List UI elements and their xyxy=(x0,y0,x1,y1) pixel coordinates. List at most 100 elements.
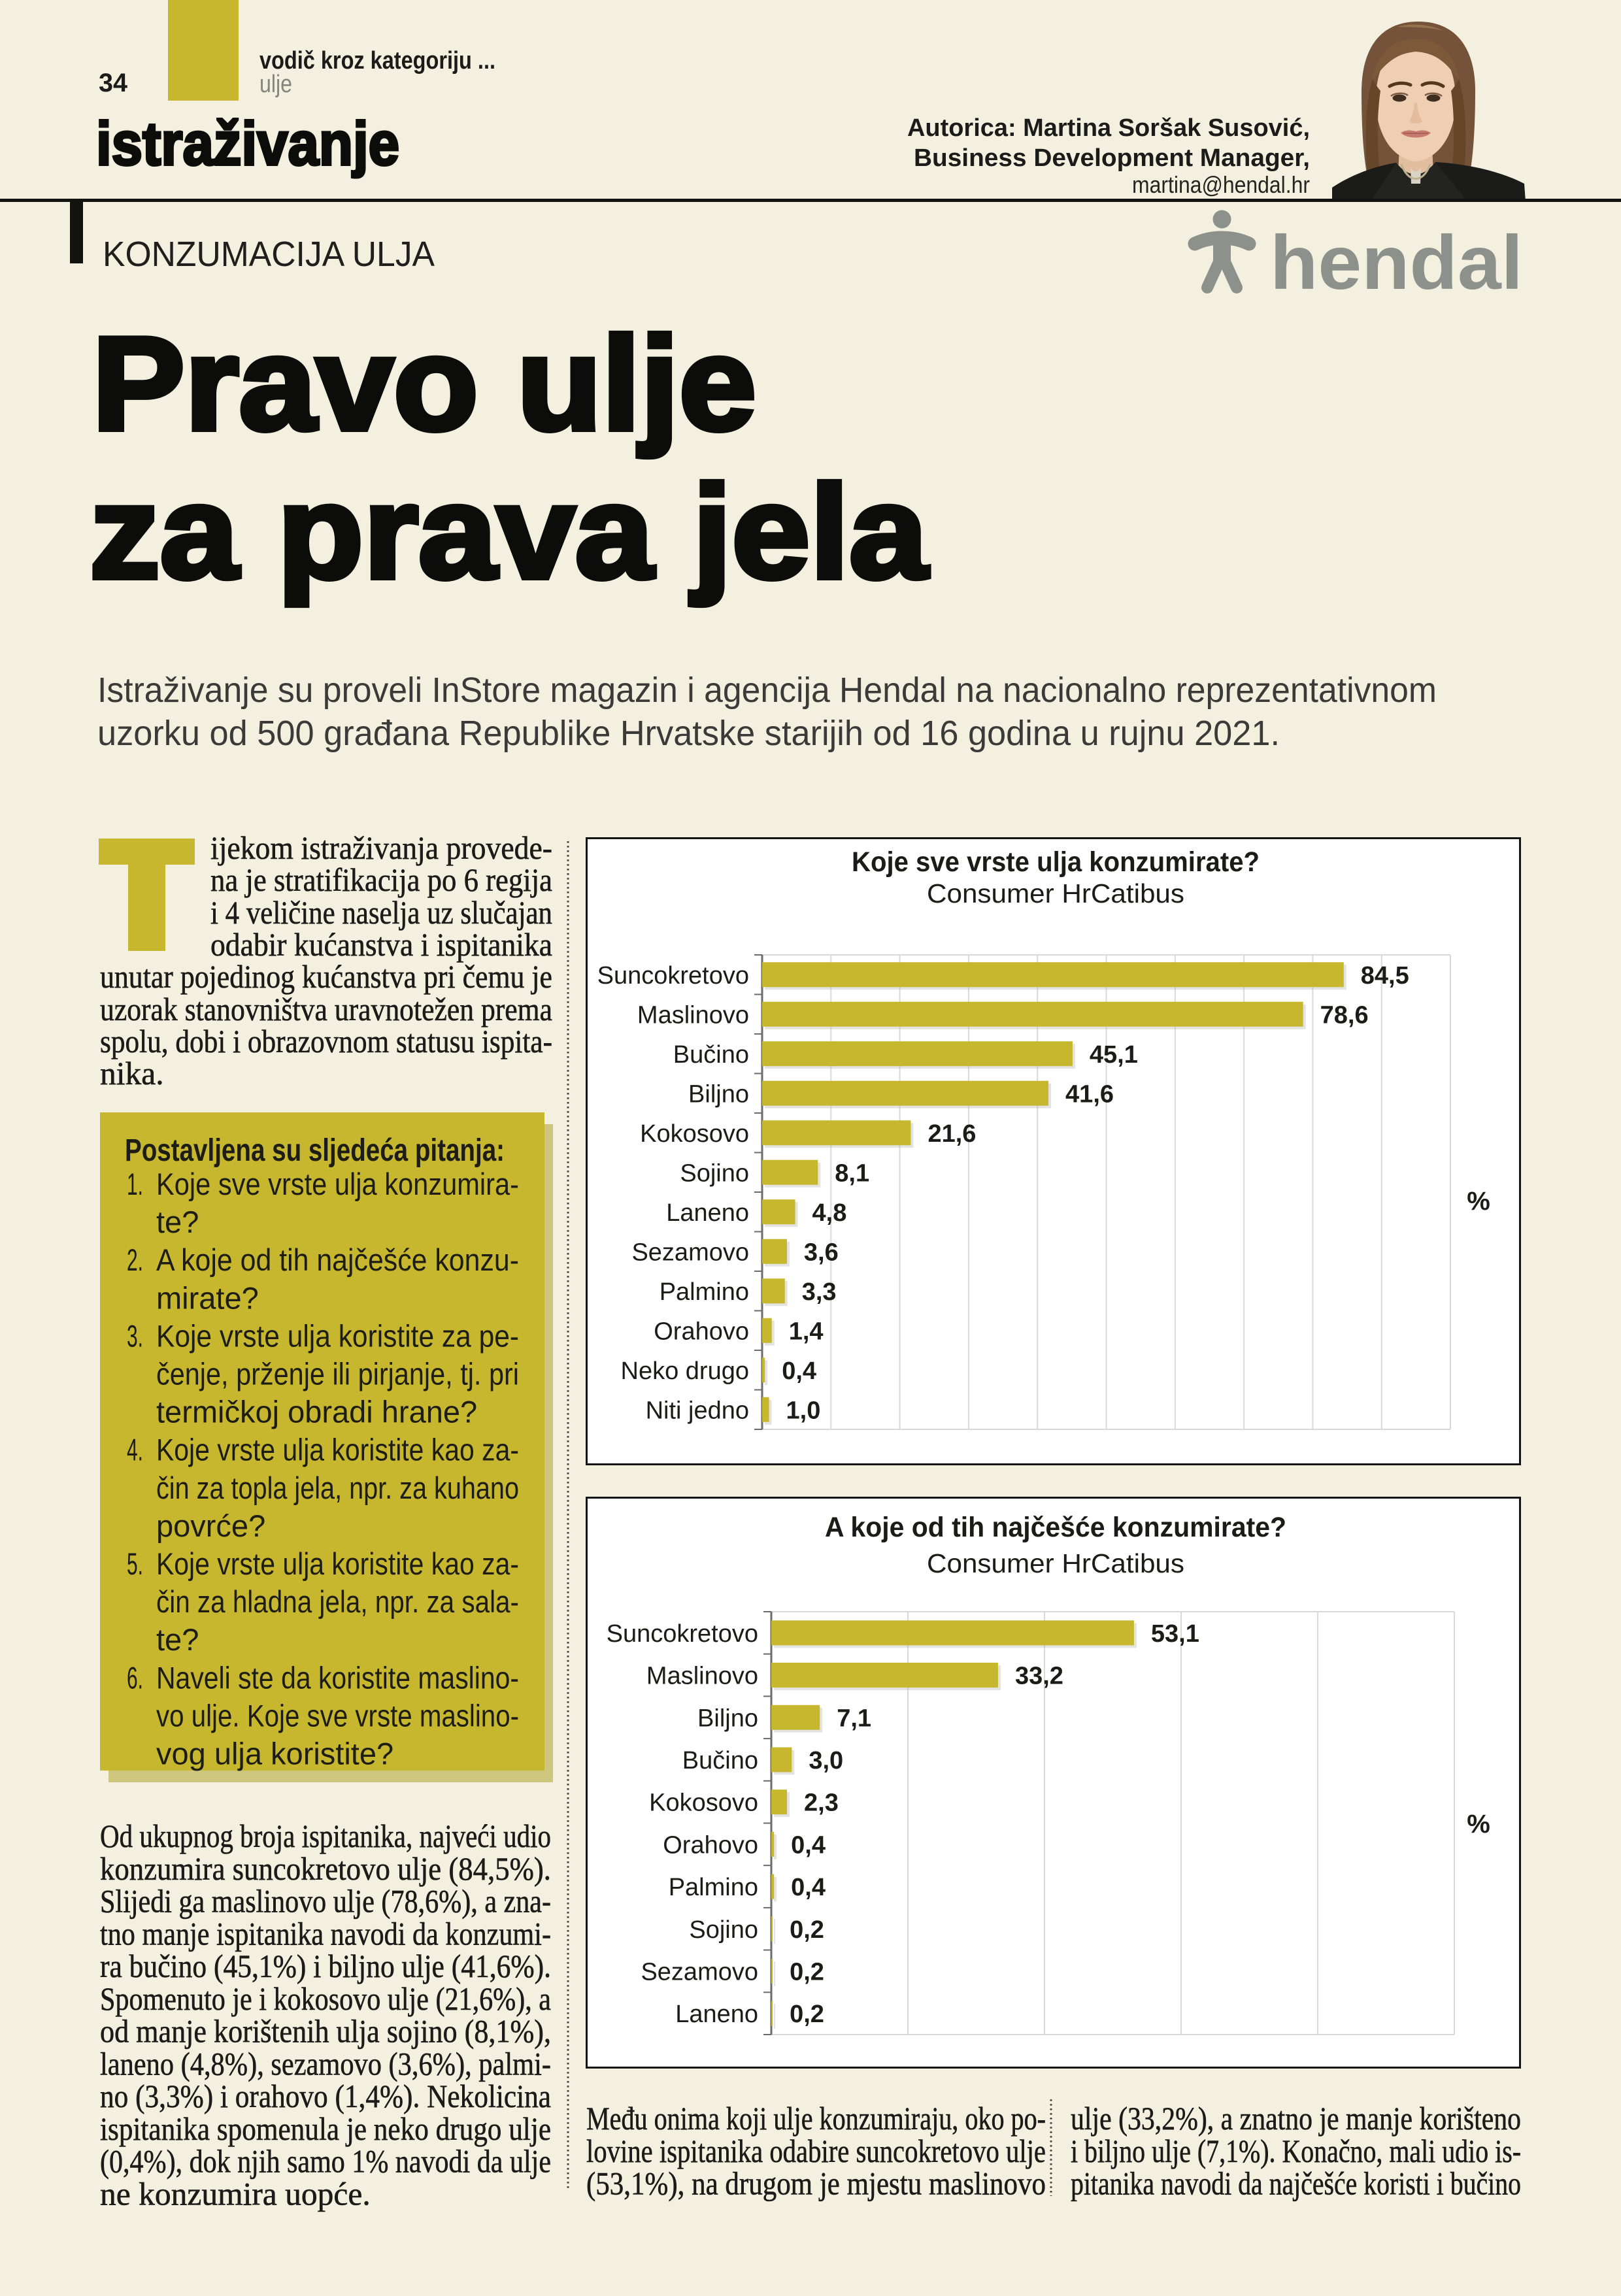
svg-text:Istraživanje su proveli InStor: Istraživanje su proveli InStore magazin … xyxy=(97,671,1437,710)
svg-text:%: % xyxy=(1467,1810,1490,1838)
svg-text:povrće?: povrće? xyxy=(156,1508,265,1543)
svg-text:3,0: 3,0 xyxy=(809,1747,843,1774)
svg-text:1.: 1. xyxy=(127,1167,143,1201)
svg-text:Kokosovo: Kokosovo xyxy=(649,1789,758,1817)
svg-text:za prava jela: za prava jela xyxy=(90,458,929,607)
svg-text:nika.: nika. xyxy=(100,1056,164,1091)
svg-text:mirate?: mirate? xyxy=(156,1280,259,1315)
svg-text:Consumer HrCatibus: Consumer HrCatibus xyxy=(927,1548,1184,1578)
svg-text:istraživanje: istraživanje xyxy=(96,109,399,178)
svg-text:Sezamovo: Sezamovo xyxy=(641,1958,758,1986)
svg-text:4,8: 4,8 xyxy=(812,1199,847,1227)
svg-text:i biljno ulje (7,1%). Konačno,: i biljno ulje (7,1%). Konačno, mali udio… xyxy=(1071,2133,1521,2169)
svg-text:Koje vrste ulja koristite za p: Koje vrste ulja koristite za pe- xyxy=(156,1318,519,1353)
svg-text:0,4: 0,4 xyxy=(791,1831,826,1859)
svg-text:odabir kućanstva i ispitanika: odabir kućanstva i ispitanika xyxy=(210,927,552,963)
svg-text:84,5: 84,5 xyxy=(1361,962,1409,990)
svg-text:A koje od tih najčešće konzu-: A koje od tih najčešće konzu- xyxy=(156,1242,519,1277)
svg-text:0,2: 0,2 xyxy=(790,1916,824,1944)
svg-text:Koje vrste ulja koristite kao: Koje vrste ulja koristite kao za- xyxy=(156,1546,519,1581)
svg-text:41,6: 41,6 xyxy=(1065,1080,1114,1108)
svg-text:33,2: 33,2 xyxy=(1015,1663,1063,1690)
svg-text:Suncokretovo: Suncokretovo xyxy=(597,962,749,990)
svg-text:Business Development Manager,: Business Development Manager, xyxy=(914,144,1310,172)
svg-text:ulje (33,2%), a znatno je manj: ulje (33,2%), a znatno je manje korišten… xyxy=(1071,2101,1521,2137)
svg-text:Sezamovo: Sezamovo xyxy=(631,1239,749,1266)
svg-text:0,4: 0,4 xyxy=(782,1357,816,1385)
svg-text:vo ulje. Koje sve vrste maslin: vo ulje. Koje sve vrste maslino- xyxy=(156,1698,519,1733)
svg-text:tno manje ispitanika navodi da: tno manje ispitanika navodi da konzumi- xyxy=(100,1916,551,1952)
svg-text:Maslinovo: Maslinovo xyxy=(637,1001,749,1029)
svg-text:53,1: 53,1 xyxy=(1151,1620,1199,1648)
svg-text:Consumer HrCatibus: Consumer HrCatibus xyxy=(927,878,1184,908)
svg-text:Biljno: Biljno xyxy=(688,1080,749,1108)
svg-text:8,1: 8,1 xyxy=(835,1159,869,1187)
svg-text:21,6: 21,6 xyxy=(927,1120,976,1148)
svg-text:Pravo ulje: Pravo ulje xyxy=(92,310,756,458)
svg-text:2,3: 2,3 xyxy=(804,1789,839,1817)
svg-text:Postavljena su sljedeća pitanj: Postavljena su sljedeća pitanja: xyxy=(125,1133,505,1168)
svg-text:Koje sve vrste ulja konzumira-: Koje sve vrste ulja konzumira- xyxy=(156,1167,519,1201)
svg-text:0,2: 0,2 xyxy=(790,1958,824,1986)
svg-text:Orahovo: Orahovo xyxy=(663,1831,758,1859)
svg-text:uzorku od 500 građana Republik: uzorku od 500 građana Republike Hrvatske… xyxy=(97,714,1280,753)
svg-text:Bučino: Bučino xyxy=(673,1041,749,1069)
svg-text:čenje, prženje ili pirjanje, t: čenje, prženje ili pirjanje, tj. pri xyxy=(156,1357,519,1391)
svg-text:Palmino: Palmino xyxy=(669,1874,758,1901)
svg-text:Palmino: Palmino xyxy=(660,1278,749,1306)
svg-text:Niti jedno: Niti jedno xyxy=(646,1397,749,1424)
svg-text:vodič kroz kategoriju ...: vodič kroz kategoriju ... xyxy=(259,47,495,75)
svg-text:2.: 2. xyxy=(127,1242,143,1277)
svg-text:pitanika navodi da najčešće ko: pitanika navodi da najčešće koristi i bu… xyxy=(1071,2166,1521,2202)
svg-text:Koje sve vrste ulja konzumirat: Koje sve vrste ulja konzumirate? xyxy=(852,846,1260,878)
svg-text:od manje korištenih ulja sojin: od manje korištenih ulja sojino (8,1%), xyxy=(100,2014,551,2050)
svg-text:34: 34 xyxy=(99,69,128,97)
svg-text:čin za topla jela, npr. za kuh: čin za topla jela, npr. za kuhano xyxy=(156,1471,519,1505)
svg-text:termičkoj obradi hrane?: termičkoj obradi hrane? xyxy=(156,1395,477,1429)
svg-text:7,1: 7,1 xyxy=(837,1705,871,1732)
svg-text:6.: 6. xyxy=(127,1660,143,1695)
svg-text:45,1: 45,1 xyxy=(1090,1041,1138,1069)
svg-text:na je stratifikacija po 6 regi: na je stratifikacija po 6 regija xyxy=(210,862,552,898)
svg-text:(0,4%), dok njih samo 1% navod: (0,4%), dok njih samo 1% navodi da ulje xyxy=(100,2144,551,2180)
svg-text:Autorica: Martina Soršak Susov: Autorica: Martina Soršak Susović, xyxy=(907,114,1310,142)
svg-text:Neko drugo: Neko drugo xyxy=(621,1357,749,1385)
svg-text:(53,1%), na drugom je mjestu m: (53,1%), na drugom je mjestu maslinovo xyxy=(586,2166,1046,2202)
svg-text:te?: te? xyxy=(156,1622,199,1657)
svg-text:3,6: 3,6 xyxy=(804,1239,839,1266)
svg-text:3,3: 3,3 xyxy=(802,1278,837,1306)
svg-text:3.: 3. xyxy=(127,1318,143,1353)
svg-text:Laneno: Laneno xyxy=(666,1199,749,1227)
svg-text:Sojino: Sojino xyxy=(680,1159,749,1187)
svg-text:ne konzumira uopće.: ne konzumira uopće. xyxy=(100,2176,371,2212)
svg-text:uzorak stanovništva uravnoteže: uzorak stanovništva uravnotežen prema xyxy=(100,991,552,1027)
svg-text:4.: 4. xyxy=(127,1433,143,1467)
svg-text:Suncokretovo: Suncokretovo xyxy=(607,1620,758,1648)
svg-text:te?: te? xyxy=(156,1205,199,1239)
svg-text:Orahovo: Orahovo xyxy=(654,1318,749,1345)
svg-text:ra bučino (45,1%) i biljno ulj: ra bučino (45,1%) i biljno ulje (41,6%). xyxy=(100,1948,551,1984)
svg-text:78,6: 78,6 xyxy=(1320,1001,1369,1029)
svg-text:lovine ispitanika odabire sunc: lovine ispitanika odabire suncokretovo u… xyxy=(586,2133,1046,2169)
svg-text:KONZUMACIJA ULJA: KONZUMACIJA ULJA xyxy=(103,235,435,274)
svg-text:Slijedi ga maslinovo ulje (78,: Slijedi ga maslinovo ulje (78,6%), a zna… xyxy=(100,1884,551,1920)
svg-text:ijekom istraživanja provede-: ijekom istraživanja provede- xyxy=(210,830,552,866)
svg-text:1,0: 1,0 xyxy=(786,1397,821,1424)
svg-text:Kokosovo: Kokosovo xyxy=(640,1120,749,1148)
svg-text:Laneno: Laneno xyxy=(675,2001,758,2028)
svg-text:5.: 5. xyxy=(127,1546,143,1581)
svg-text:A koje od tih najčešće konzumi: A koje od tih najčešće konzumirate? xyxy=(825,1512,1286,1543)
svg-text:unutar pojedinog kućanstva pri: unutar pojedinog kućanstva pri čemu je xyxy=(100,959,552,995)
svg-text:Koje vrste ulja koristite kao: Koje vrste ulja koristite kao za- xyxy=(156,1433,519,1467)
svg-text:Sojino: Sojino xyxy=(689,1916,758,1944)
svg-text:i 4 veličine naselja uz slučaj: i 4 veličine naselja uz slučajan xyxy=(210,895,552,931)
svg-text:1,4: 1,4 xyxy=(789,1318,824,1345)
svg-text:Maslinovo: Maslinovo xyxy=(646,1663,758,1690)
svg-text:martina@hendal.hr: martina@hendal.hr xyxy=(1132,171,1310,198)
svg-text:vog ulja koristite?: vog ulja koristite? xyxy=(156,1737,393,1771)
svg-text:čin za hladna jela, npr. za sa: čin za hladna jela, npr. za sala- xyxy=(156,1584,519,1619)
svg-text:hendal: hendal xyxy=(1270,220,1523,305)
svg-text:%: % xyxy=(1467,1187,1490,1216)
svg-text:0,4: 0,4 xyxy=(791,1874,826,1901)
svg-text:ulje: ulje xyxy=(259,71,292,98)
